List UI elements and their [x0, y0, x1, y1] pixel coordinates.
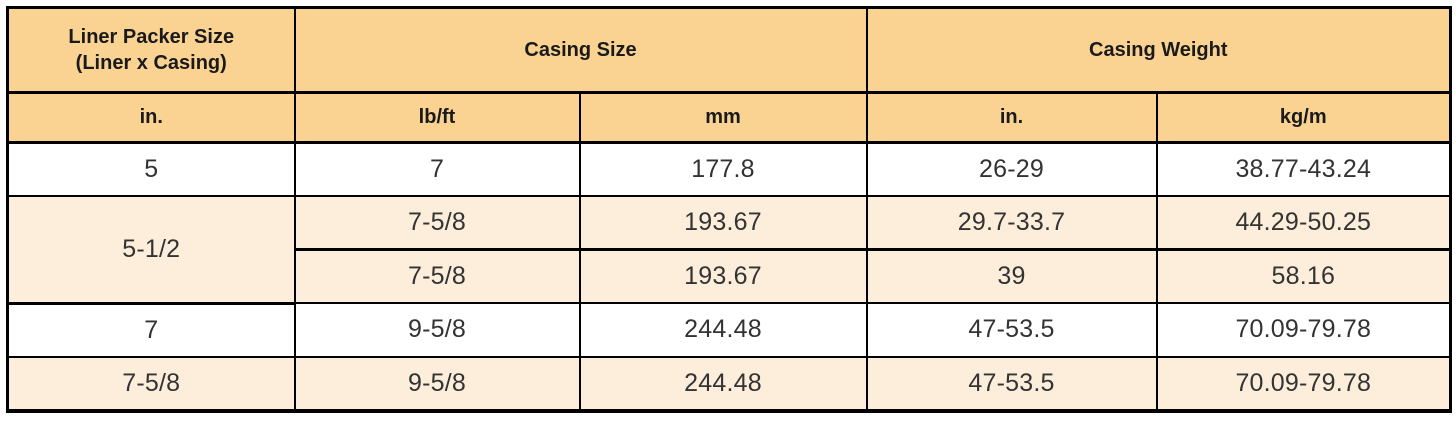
- header-liner-packer-line1: Liner Packer Size: [68, 26, 235, 48]
- casing-size-lbft-cell: 7-5/8: [293, 195, 581, 251]
- casing-size-lbft-cell: 9-5/8: [293, 302, 581, 358]
- casing-weight-kgm-cell: 38.77-43.24: [1155, 141, 1452, 197]
- casing-weight-in-cell: 26-29: [865, 141, 1158, 197]
- casing-weight-in-cell: 39: [865, 248, 1158, 304]
- casing-size-lbft-cell: 9-5/8: [293, 355, 581, 412]
- unit-casing-lbft: lb/ft: [293, 92, 581, 144]
- casing-size-mm-cell: 177.8: [578, 141, 868, 197]
- unit-weight-in: in.: [865, 92, 1158, 144]
- liner-packer-size-cell: 5: [6, 141, 296, 197]
- liner-packer-size-cell: 7: [6, 302, 296, 358]
- casing-weight-in-cell: 47-53.5: [865, 355, 1158, 412]
- header-group-row: Liner Packer Size (Liner x Casing) Casin…: [6, 7, 1452, 94]
- casing-size-mm-cell: 193.67: [578, 195, 868, 251]
- casing-weight-kgm-cell: 44.29-50.25: [1155, 195, 1452, 251]
- casing-size-mm-cell: 193.67: [578, 248, 868, 304]
- casing-size-lbft-cell: 7-5/8: [293, 248, 581, 304]
- table-row: 5 7 177.8 26-29 38.77-43.24: [6, 141, 1452, 197]
- table-row: 7-5/8 193.67 39 58.16: [8, 248, 1452, 304]
- header-unit-row: in. lb/ft mm in. kg/m: [6, 92, 1452, 144]
- casing-weight-in-cell: 29.7-33.7: [865, 195, 1158, 251]
- casing-size-mm-cell: 244.48: [578, 355, 868, 412]
- liner-packer-spec-table: Liner Packer Size (Liner x Casing) Casin…: [6, 6, 1453, 413]
- header-liner-packer-line2: (Liner x Casing): [75, 52, 227, 74]
- casing-weight-kgm-cell: 70.09-79.78: [1155, 355, 1452, 412]
- casing-weight-kgm-cell: 58.16: [1155, 248, 1452, 304]
- liner-packer-size-cell: 7-5/8: [6, 355, 296, 412]
- header-casing-weight: Casing Weight: [865, 7, 1452, 94]
- unit-casing-mm: mm: [578, 92, 868, 144]
- casing-weight-in-cell: 47-53.5: [865, 302, 1158, 358]
- table-body: 5 7 177.8 26-29 38.77-43.24 5-1/2 7-5/8 …: [6, 141, 1452, 412]
- unit-liner-in: in.: [6, 92, 296, 144]
- header-casing-size: Casing Size: [293, 7, 868, 94]
- casing-weight-kgm-cell: 70.09-79.78: [1155, 302, 1452, 358]
- casing-size-mm-cell: 244.48: [578, 302, 868, 358]
- table-header: Liner Packer Size (Liner x Casing) Casin…: [6, 7, 1452, 144]
- unit-weight-kgm: kg/m: [1155, 92, 1452, 144]
- table-row: 7-5/8 9-5/8 244.48 47-53.5 70.09-79.78: [6, 355, 1452, 412]
- liner-packer-size-cell-merged: 5-1/2: [6, 195, 296, 305]
- table-row: 7 9-5/8 244.48 47-53.5 70.09-79.78: [6, 302, 1452, 358]
- header-liner-packer-size: Liner Packer Size (Liner x Casing): [6, 7, 296, 94]
- table-row: 5-1/2 7-5/8 193.67 29.7-33.7 44.29-50.25: [6, 195, 1452, 305]
- casing-size-lbft-cell: 7: [293, 141, 581, 197]
